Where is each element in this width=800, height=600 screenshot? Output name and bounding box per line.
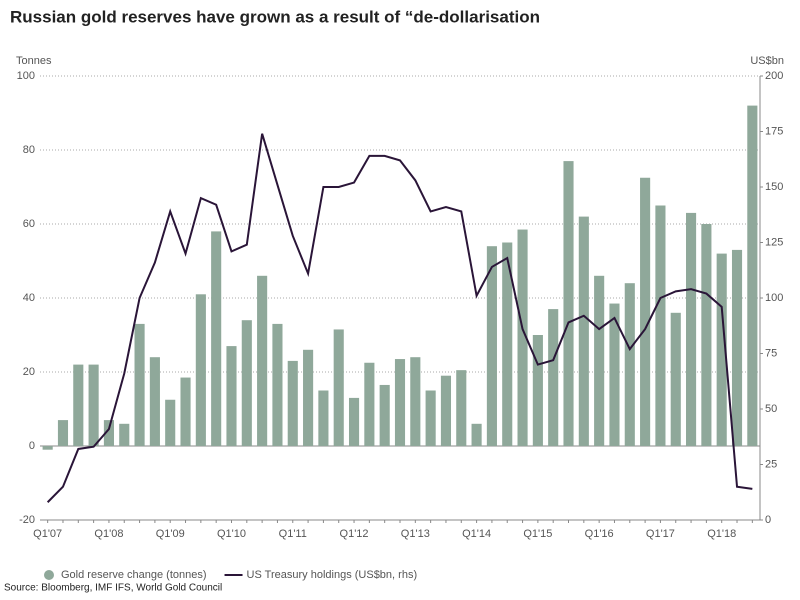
y2-tick-label: 150	[765, 181, 783, 193]
bar	[532, 335, 543, 446]
x-tick-label: Q1'17	[646, 528, 675, 540]
bar	[410, 357, 421, 446]
bar	[747, 105, 758, 446]
x-tick-label: Q1'12	[340, 528, 369, 540]
bar	[318, 390, 329, 446]
x-tick-label: Q1'18	[707, 528, 736, 540]
bar	[165, 399, 176, 446]
bar	[670, 312, 681, 446]
y2-tick-label: 0	[765, 514, 771, 526]
bar	[333, 329, 344, 446]
x-tick-label: Q1'11	[279, 528, 307, 540]
bar	[594, 275, 605, 446]
bar	[42, 446, 53, 450]
bar	[609, 303, 620, 446]
bar	[578, 216, 589, 446]
bar	[348, 397, 360, 446]
bar	[211, 231, 222, 446]
bar	[195, 294, 206, 446]
y2-tick-label: 100	[765, 292, 783, 304]
bar	[303, 349, 314, 446]
y2-tick-label: 25	[765, 458, 777, 470]
bar	[563, 161, 574, 446]
x-tick-label: Q1'15	[523, 528, 552, 540]
bar	[716, 253, 727, 446]
bar	[394, 359, 406, 446]
y2-tick-label: 125	[765, 236, 783, 248]
bar	[655, 205, 666, 446]
bar	[517, 229, 528, 446]
bar	[73, 364, 84, 446]
bar	[456, 370, 467, 446]
bar	[149, 357, 160, 446]
y-tick-label: 40	[23, 292, 35, 304]
bar	[241, 320, 252, 446]
bar	[272, 323, 283, 446]
bar	[180, 377, 191, 446]
bar	[425, 390, 436, 446]
x-tick-label: Q1'07	[33, 528, 62, 540]
y2-tick-label: 175	[765, 125, 783, 137]
y2-tick-label: 200	[765, 70, 783, 82]
bar	[364, 362, 375, 446]
legend-marker	[44, 570, 54, 580]
x-tick-label: Q1'08	[94, 528, 123, 540]
y2-axis-label: US$bn	[750, 55, 784, 67]
bar	[686, 212, 697, 446]
x-tick-label: Q1'16	[585, 528, 614, 540]
y-tick-label: 60	[23, 218, 35, 230]
legend-label: US Treasury holdings (US$bn, rhs)	[247, 569, 418, 581]
x-tick-label: Q1'10	[217, 528, 246, 540]
bar	[226, 346, 237, 446]
bar	[119, 423, 130, 446]
bar	[134, 323, 145, 446]
bar	[287, 360, 298, 446]
y2-tick-label: 50	[765, 403, 777, 415]
source: Source: Bloomberg, IMF IFS, World Gold C…	[4, 583, 222, 594]
y-tick-label: 80	[23, 144, 35, 156]
bar	[701, 224, 712, 446]
x-tick-label: Q1'09	[156, 528, 185, 540]
y-tick-label: -20	[19, 514, 35, 526]
chart-title: Russian gold reserves have grown as a re…	[10, 7, 540, 26]
bar	[486, 246, 497, 446]
y-tick-label: 100	[17, 70, 35, 82]
y-axis-label: Tonnes	[16, 55, 52, 67]
bar	[731, 249, 743, 446]
bar	[624, 283, 635, 446]
x-tick-label: Q1'14	[462, 528, 491, 540]
legend-label: Gold reserve change (tonnes)	[61, 569, 207, 581]
y-tick-label: 0	[29, 440, 35, 452]
line	[46, 133, 753, 503]
x-tick-label: Q1'13	[401, 528, 430, 540]
bar	[88, 364, 99, 446]
y2-tick-label: 75	[765, 347, 777, 359]
bar	[57, 420, 69, 446]
bar	[379, 384, 390, 446]
bar	[103, 420, 114, 446]
bar	[257, 275, 268, 446]
bar	[471, 423, 482, 446]
bar	[548, 309, 559, 446]
bar	[502, 242, 513, 446]
y-tick-label: 20	[23, 366, 35, 378]
bar	[440, 375, 452, 446]
bar	[640, 177, 651, 446]
